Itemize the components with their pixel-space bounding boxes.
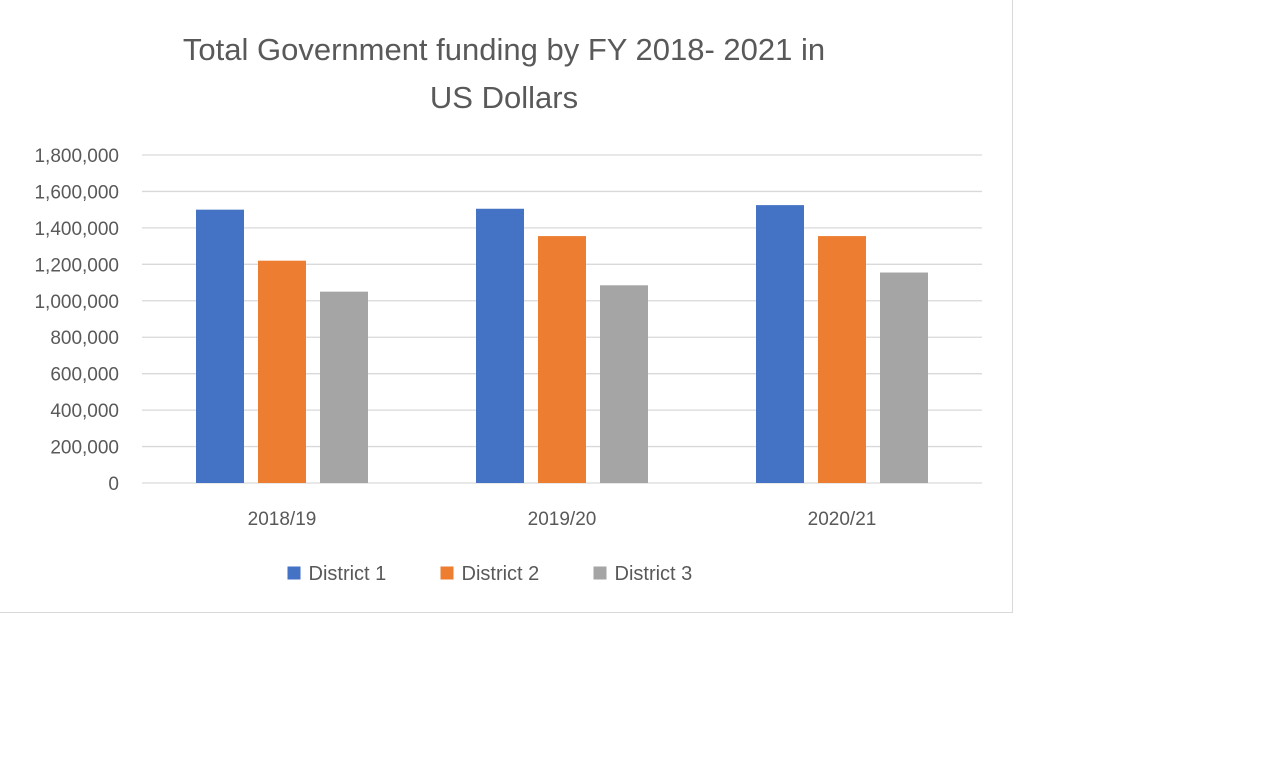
y-tick-label: 600,000	[50, 365, 119, 386]
bar-district-1-2020-21	[756, 205, 804, 483]
legend-label: District 1	[309, 563, 387, 585]
bar-district-3-2019-20	[600, 285, 648, 483]
x-tick-label: 2020/21	[808, 509, 877, 530]
chart-title: Total Government funding by FY 2018- 202…	[183, 32, 825, 115]
chart-frame: Total Government funding by FY 2018- 202…	[0, 0, 1013, 613]
bar-district-3-2020-21	[880, 272, 928, 483]
legend-label: District 2	[462, 563, 540, 585]
chart-title-line-1: Total Government funding by FY 2018- 202…	[183, 32, 825, 67]
y-tick-label: 1,600,000	[34, 182, 119, 203]
chart-title-line-2: US Dollars	[430, 80, 578, 115]
y-tick-label: 200,000	[50, 438, 119, 459]
y-tick-label: 0	[108, 474, 119, 495]
legend-swatch	[287, 566, 301, 580]
x-tick-label: 2019/20	[528, 509, 597, 530]
bar-chart: Total Government funding by FY 2018- 202…	[34, 32, 982, 585]
bar-district-2-2020-21	[818, 236, 866, 483]
y-tick-label: 1,200,000	[34, 255, 119, 276]
legend-swatch	[593, 566, 607, 580]
legend-label: District 3	[615, 563, 693, 585]
bar-district-3-2018-19	[320, 291, 368, 483]
bar-district-1-2019-20	[476, 208, 524, 483]
bar-district-1-2018-19	[196, 209, 244, 483]
y-axis-tick-labels: 0 200,000 400,000 600,000 800,000 1,000,000 1,…	[34, 146, 119, 495]
y-tick-label: 1,000,000	[34, 292, 119, 313]
x-tick-label: 2018/19	[248, 509, 317, 530]
bars	[196, 205, 928, 483]
legend-swatch	[440, 566, 454, 580]
x-axis-tick-labels: 2018/19 2019/20 2020/21	[248, 509, 877, 530]
y-tick-label: 1,800,000	[34, 146, 119, 167]
y-tick-label: 400,000	[50, 401, 119, 422]
y-tick-label: 800,000	[50, 328, 119, 349]
legend: District 1 District 2 District 3	[287, 563, 693, 585]
bar-district-2-2018-19	[258, 260, 306, 483]
bar-district-2-2019-20	[538, 236, 586, 483]
y-tick-label: 1,400,000	[34, 219, 119, 240]
